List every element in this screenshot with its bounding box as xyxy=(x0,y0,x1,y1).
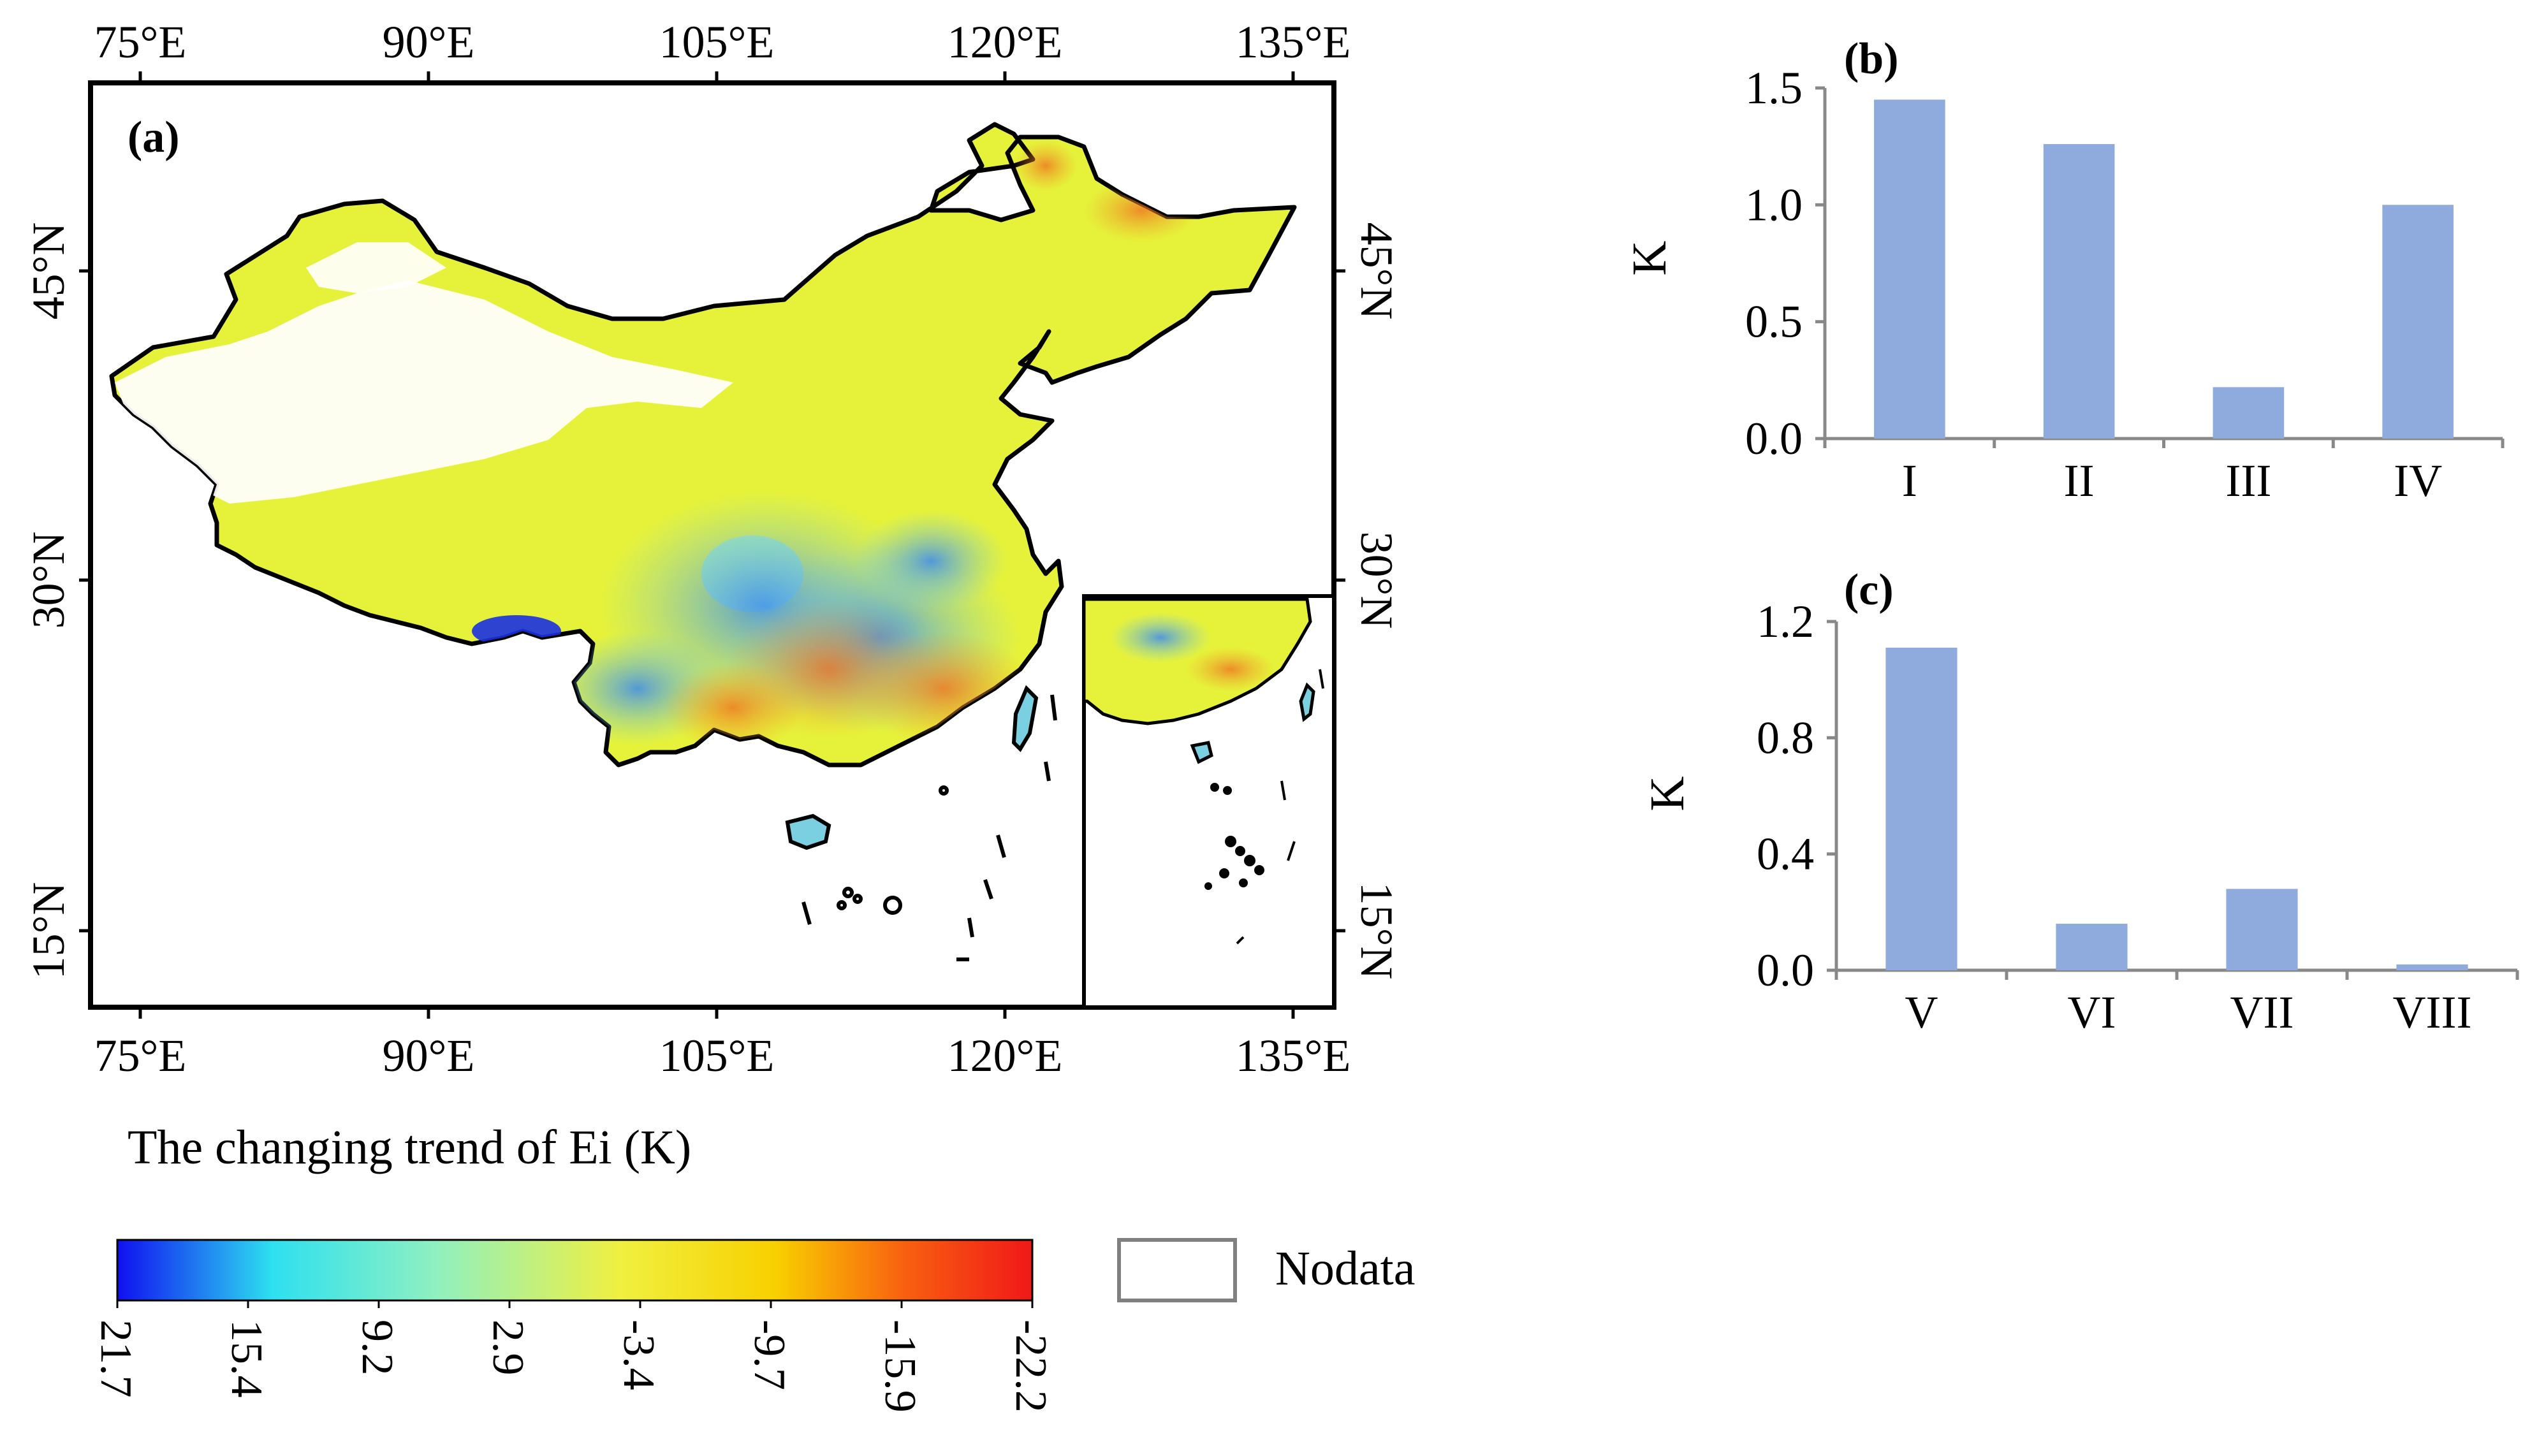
lon-tick-label-top: 135°E xyxy=(1236,17,1351,68)
inset-island xyxy=(1190,741,1213,764)
lon-tick-label-top: 75°E xyxy=(94,17,187,68)
lon-tick-label-bottom: 120°E xyxy=(948,1030,1063,1081)
bar xyxy=(2056,924,2128,970)
lon-ticks-top: 75°E 90°E 105°E 120°E 135°E xyxy=(94,17,1351,83)
x-tick-label: VI xyxy=(2068,987,2116,1038)
lat-tick-label-left: 30°N xyxy=(23,532,74,629)
x-tick-label: IV xyxy=(2394,455,2442,506)
nodata-area-west xyxy=(115,280,733,504)
x-tick-label: II xyxy=(2064,455,2095,506)
lat-tick-label-right: 15°N xyxy=(1351,882,1402,980)
map-panel: (a) 75°E 90°E 105°E 120°E 135°E 75°E 90°… xyxy=(23,17,1402,1081)
legend: The changing trend of Ei (K) 21.7 15.4 9.2… xyxy=(91,1121,1415,1413)
x-tick-label: I xyxy=(1902,455,1917,506)
colorbar-tick-label: -22.2 xyxy=(1006,1320,1055,1413)
lat-ticks-left: 45°N 30°N 15°N xyxy=(23,222,91,980)
taiwan-island xyxy=(1011,685,1039,752)
bar xyxy=(2213,387,2285,439)
nodata-label: Nodata xyxy=(1275,1242,1415,1295)
y-tick-label: 0.0 xyxy=(1757,945,1814,996)
bar-chart-c: (c) K 0.0 0.4 0.8 1.2 V VI VII VIII xyxy=(1641,565,2519,1038)
lon-tick-label-top: 105°E xyxy=(659,17,775,68)
inset-taiwan xyxy=(1299,682,1315,722)
lon-tick-label-bottom: 135°E xyxy=(1236,1030,1351,1081)
y-tick-label: 0.4 xyxy=(1757,829,1814,880)
lon-tick-label-bottom: 75°E xyxy=(94,1030,187,1081)
lat-tick-label-right: 45°N xyxy=(1351,222,1402,320)
lat-tick-label-left: 45°N xyxy=(23,222,74,320)
x-tick-label: III xyxy=(2225,455,2271,506)
chart-b-panel-label: (b) xyxy=(1844,34,1899,84)
x-tick-label: VII xyxy=(2230,987,2294,1038)
bar xyxy=(2226,889,2298,970)
y-tick-label: 1.5 xyxy=(1745,62,1803,113)
colorbar-tick-label: -3.4 xyxy=(614,1320,663,1390)
bar-chart-b: (b) K 0.00.51.01.5I II III IV xyxy=(1623,34,2505,506)
bar xyxy=(2382,205,2454,439)
colorbar-tick-label: -9.7 xyxy=(745,1320,794,1390)
chart-c-panel-label: (c) xyxy=(1844,565,1894,615)
y-tick-label: 1.0 xyxy=(1745,179,1803,230)
y-tick-label: 1.2 xyxy=(1757,596,1814,647)
colorbar-ticks: 21.7 15.4 9.2 2.9 -3.4 -9.7 -15.9 -22.2 xyxy=(91,1300,1055,1413)
colorbar-tick-label: -15.9 xyxy=(875,1320,925,1413)
bar xyxy=(2043,144,2115,439)
lon-tick-label-top: 120°E xyxy=(948,17,1063,68)
lat-tick-label-right: 30°N xyxy=(1351,532,1402,629)
chart-b-marks: 0.00.51.01.5I II III IV xyxy=(1745,62,2505,506)
lon-tick-label-bottom: 105°E xyxy=(659,1030,775,1081)
nodata-area-north xyxy=(306,242,446,293)
x-tick-label: VIII xyxy=(2393,987,2472,1038)
chart-b-ylabel: K xyxy=(1623,240,1676,275)
nodata-swatch xyxy=(1117,1238,1237,1302)
y-tick-label: 0.0 xyxy=(1745,413,1803,464)
legend-title: The changing trend of Ei (K) xyxy=(128,1121,691,1174)
bar xyxy=(2396,964,2468,970)
colorbar-tick-label: 9.2 xyxy=(353,1320,402,1376)
hainan-island xyxy=(785,813,831,850)
sea-boundary-dashes xyxy=(801,694,1057,961)
lon-tick-label-bottom: 90°E xyxy=(383,1030,475,1081)
x-tick-label: V xyxy=(1905,987,1938,1038)
lat-tick-label-left: 15°N xyxy=(23,882,74,980)
bar xyxy=(1885,648,1957,970)
colorbar-tick-label: 2.9 xyxy=(483,1320,532,1376)
lat-ticks-right: 45°N 30°N 15°N xyxy=(1334,222,1402,980)
bar xyxy=(1874,99,1945,439)
colorbar-tick-label: 21.7 xyxy=(91,1320,140,1398)
inset-islands xyxy=(1204,669,1324,945)
map-panel-label: (a) xyxy=(128,113,180,162)
colorbar-tick-label: 15.4 xyxy=(222,1320,271,1398)
colorbar xyxy=(116,1239,1034,1302)
chart-c-ylabel: K xyxy=(1641,776,1694,811)
y-tick-label: 0.8 xyxy=(1757,712,1814,763)
chart-c-marks: 0.0 0.4 0.8 1.2 V VI VII VIII xyxy=(1757,596,2519,1038)
y-tick-label: 0.5 xyxy=(1745,296,1803,347)
map-texture xyxy=(115,140,1199,752)
lon-tick-label-top: 90°E xyxy=(383,17,475,68)
lon-ticks-bottom: 75°E 90°E 105°E 120°E 135°E xyxy=(94,1007,1351,1081)
